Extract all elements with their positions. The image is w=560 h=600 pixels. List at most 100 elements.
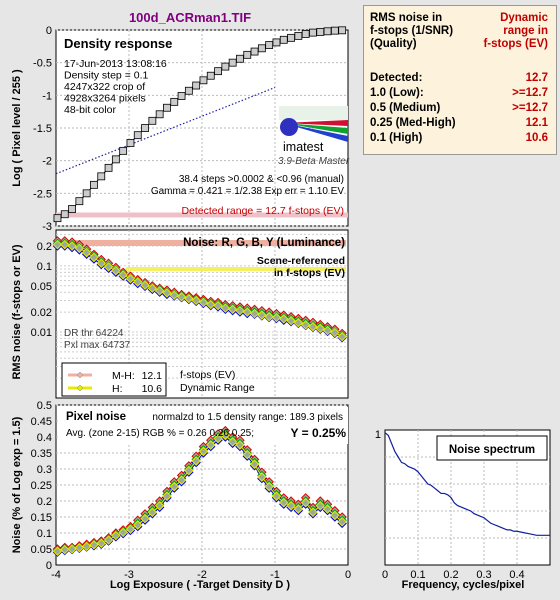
density-point <box>141 124 149 132</box>
density-point <box>309 28 317 37</box>
density-point <box>221 62 230 71</box>
legend-label: M-H: <box>112 370 135 382</box>
pixel-point <box>264 481 274 492</box>
noise-ytick: 0.02 <box>31 307 52 319</box>
density-info-line: 48-bit color <box>64 104 116 116</box>
density-ytick: -2 <box>42 156 52 168</box>
noise-point <box>227 304 238 315</box>
pixel-point <box>140 513 150 524</box>
noise-point <box>81 247 92 258</box>
side-row: Detected: 12.7 <box>370 72 548 86</box>
pixel-noise-ylabel: Noise (% of Log exp = 1.5) <box>11 416 23 553</box>
pixel-point <box>60 544 70 555</box>
density-point <box>155 110 164 119</box>
pixel-ytick: 0.25 <box>31 480 52 492</box>
pixel-noise-subtitle: normalzd to 1.5 density range: 189.3 pix… <box>152 412 343 423</box>
pixel-point <box>235 440 245 450</box>
side-h2-1: Dynamic <box>500 12 548 24</box>
density-info-line: 17-Jun-2013 13:08:16 <box>64 58 167 70</box>
pixel-ytick: 0 <box>46 560 52 572</box>
pixel-ytick: 0.15 <box>31 512 52 524</box>
pixel-point <box>242 449 252 460</box>
density-ytick: 0 <box>46 25 52 37</box>
density-point <box>163 103 171 112</box>
density-point <box>338 26 347 35</box>
pixel-xtick: 0 <box>345 569 351 581</box>
density-title: Density response <box>64 36 172 51</box>
density-point <box>214 67 222 76</box>
logo-text: imatest <box>283 140 324 154</box>
noise-point <box>103 262 114 272</box>
density-point <box>90 180 98 189</box>
noise-point <box>242 307 252 317</box>
density-panel: Density response 17-Jun-2013 13:08:16Den… <box>11 25 350 233</box>
pixel-point <box>198 446 209 457</box>
pixel-point <box>308 507 318 517</box>
pixel-point <box>315 501 325 511</box>
density-ytick: -1.5 <box>33 123 52 135</box>
density-point <box>330 26 339 35</box>
density-point <box>133 131 142 140</box>
scene-label-1: Scene-referenced <box>257 255 345 267</box>
noise-point <box>184 293 194 304</box>
noise-ytick: 0.1 <box>37 261 52 273</box>
side-h1-1: RMS noise in <box>370 12 443 24</box>
pixel-point <box>81 541 92 552</box>
legend-value: 12.1 <box>142 370 163 382</box>
pixel-point <box>52 546 63 556</box>
pixel-point <box>293 504 304 514</box>
side-row: 0.1 (High) 10.6 <box>370 132 548 146</box>
side-col1-header: RMS noise in f-stops (1/SNR) (Quality) <box>370 12 453 51</box>
side-row: 0.25 (Med-High) 12.1 <box>370 117 548 131</box>
density-point <box>272 38 281 47</box>
density-point <box>316 28 325 36</box>
pixel-noise-title: Pixel noise <box>66 411 126 423</box>
spectrum-xtick: 0.4 <box>509 569 524 581</box>
spectrum-xtick: 0.2 <box>443 569 458 581</box>
pixel-series-line <box>57 434 343 552</box>
density-point <box>111 155 120 164</box>
imatest-logo: imatest 3.9-Beta Master <box>278 106 350 167</box>
legend-note-1: f-stops (EV) <box>180 369 235 381</box>
pixel-point <box>125 524 136 534</box>
noise-point <box>249 308 260 319</box>
pixel-point <box>220 430 231 441</box>
side-row-label: 0.5 (Medium) <box>370 102 441 114</box>
pixel-point <box>279 497 289 508</box>
side-row: 0.5 (Medium) >=12.7 <box>370 102 548 116</box>
pixel-ytick: 0.45 <box>31 416 52 428</box>
side-h1-2: f-stops (1/SNR) <box>370 25 454 37</box>
density-point <box>243 50 252 59</box>
pixel-point <box>154 501 165 511</box>
pixel-point <box>213 433 223 444</box>
pixel-point <box>133 520 143 530</box>
density-point <box>119 146 128 155</box>
density-ytick: -3 <box>42 221 52 233</box>
noise-point <box>133 277 143 287</box>
density-info-line: 4928x3264 pixels <box>64 93 146 105</box>
pixel-noise-xlabel: Log Exposure ( -Target Density D ) <box>110 579 290 591</box>
noise-point <box>125 274 136 284</box>
pixel-noise-y: Y = 0.25% <box>291 426 347 440</box>
pixel-point <box>337 517 347 527</box>
pixel-ytick: 0.35 <box>31 448 52 460</box>
spectrum-ytick: 1 <box>375 429 381 441</box>
detected-range: Detected range = 12.7 f-stops (EV) <box>181 205 344 217</box>
density-point <box>206 71 215 80</box>
noise-point <box>111 265 121 276</box>
noise-point <box>235 305 245 316</box>
noise-title: Noise: R, G, B, Y (Luminance) <box>183 237 345 249</box>
noise-point <box>169 290 179 300</box>
pixel-noise-avg: Avg. (zone 2-15) RGB % = 0.26 0.26 0.25; <box>66 428 254 439</box>
pixel-point <box>103 535 114 545</box>
density-point <box>184 86 193 95</box>
noise-point <box>154 286 165 296</box>
density-point <box>294 31 303 40</box>
pixel-point <box>206 440 216 450</box>
density-point <box>279 35 288 44</box>
noise-point <box>96 258 106 268</box>
noise-point <box>147 283 158 293</box>
side-row-value: >=12.7 <box>512 87 548 99</box>
pixel-ytick: 0.4 <box>37 432 52 444</box>
